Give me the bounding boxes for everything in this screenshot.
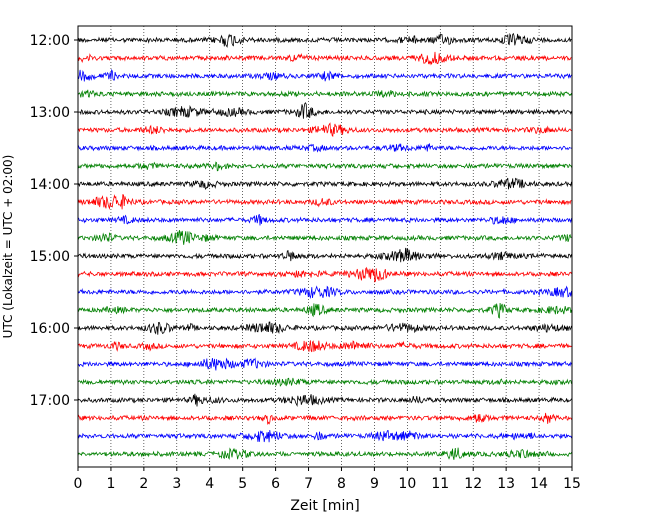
seismo-trace-1545 [77, 302, 572, 319]
y-tick-label: 15:00 [30, 249, 70, 265]
x-tick-label: 7 [304, 476, 313, 492]
x-tick-label: 6 [271, 476, 280, 492]
seismo-trace-1500 [77, 247, 572, 263]
x-tick-label: 11 [431, 476, 449, 492]
seismo-trace-1245 [77, 89, 572, 99]
seismo-trace-1415 [77, 194, 572, 210]
x-tick-label: 1 [106, 476, 115, 492]
seismo-trace-1745 [77, 447, 572, 460]
y-axis-label: UTC (Lokalzeit = UTC + 02:00) [1, 155, 15, 339]
plot-frame [77, 25, 573, 468]
y-tick-label: 12:00 [30, 33, 70, 49]
seismo-trace-1430 [77, 213, 572, 226]
seismo-trace-1515 [77, 266, 572, 283]
x-tick-label: 2 [139, 476, 148, 492]
y-tick-label: 16:00 [30, 321, 70, 337]
x-tick-label: 8 [337, 476, 346, 492]
y-axis: 12:00 13:00 14:00 15:00 16:00 17:00 [30, 33, 78, 409]
seismo-trace-1615 [77, 340, 572, 353]
x-tick-label: 15 [563, 476, 581, 492]
seismo-trace-1445 [77, 230, 572, 245]
y-tick-label: 14:00 [30, 177, 70, 193]
seismo-trace-1215 [77, 51, 572, 66]
seismo-trace-1645 [77, 377, 572, 387]
seismo-trace-1230 [77, 68, 572, 82]
seismo-trace-1715 [77, 412, 572, 426]
x-tick-label: 3 [172, 476, 181, 492]
seismo-trace-1630 [77, 357, 572, 371]
x-tick-label: 9 [370, 476, 379, 492]
seismo-trace-1345 [77, 161, 572, 172]
x-tick-label: 10 [398, 476, 416, 492]
seismo-trace-1530 [77, 285, 572, 300]
seismo-trace-1315 [77, 122, 572, 138]
x-tick-label: 5 [238, 476, 247, 492]
seismo-trace-1300 [77, 102, 572, 119]
y-tick-label: 17:00 [30, 393, 70, 409]
seismo-trace-1200 [77, 32, 572, 48]
x-axis-label: Zeit [min] [290, 498, 359, 514]
x-tick-label: 4 [205, 476, 214, 492]
x-tick-label: 0 [74, 476, 83, 492]
x-tick-label: 14 [530, 476, 548, 492]
trace-group [77, 32, 572, 460]
x-tick-label: 12 [464, 476, 482, 492]
seismo-trace-1330 [77, 143, 572, 153]
x-tick-label: 13 [497, 476, 515, 492]
seismo-trace-1730 [77, 429, 572, 443]
seismo-trace-1700 [77, 393, 572, 407]
x-axis: 0 1 2 3 4 5 6 7 8 9 10 11 12 13 14 15 [74, 467, 581, 492]
y-tick-label: 13:00 [30, 105, 70, 121]
seismo-trace-1400 [77, 177, 572, 190]
seismo-trace-1600 [77, 321, 572, 335]
